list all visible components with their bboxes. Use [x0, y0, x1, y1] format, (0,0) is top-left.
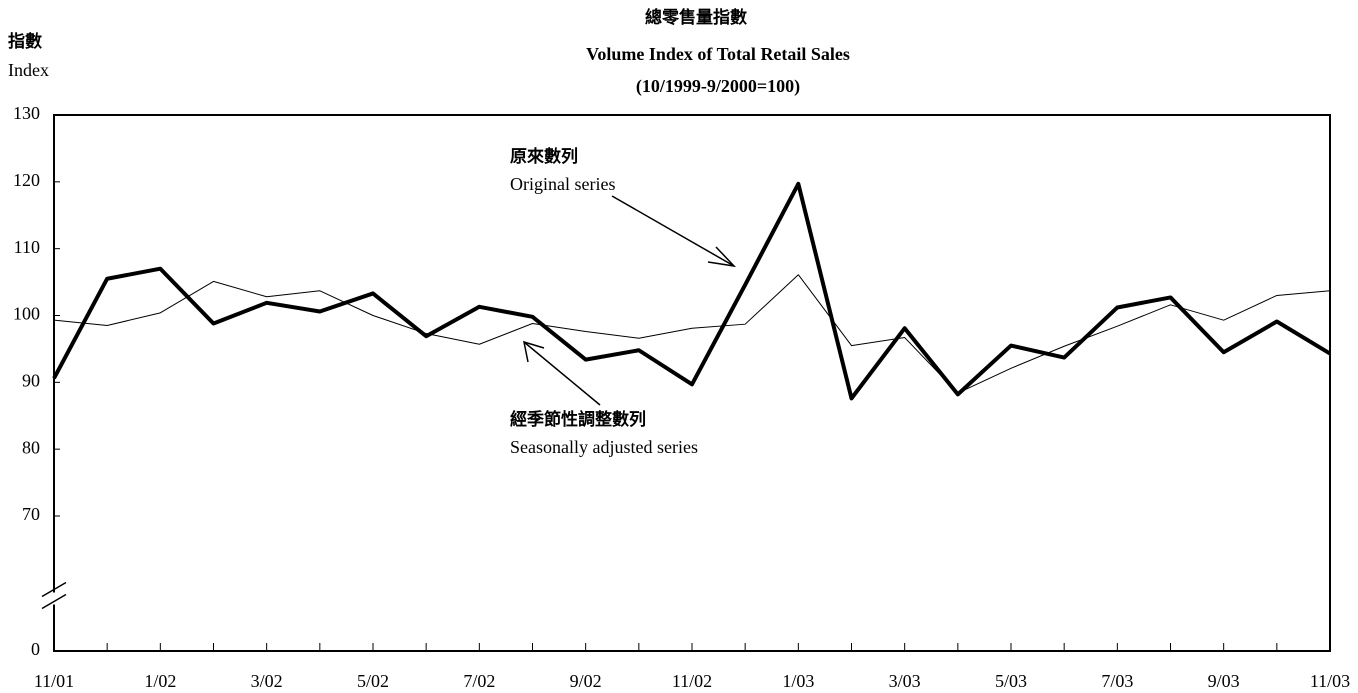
y-tick-label: 110: [14, 237, 40, 257]
annotation-arrow: [611, 195, 735, 267]
x-tick-label: 1/02: [144, 671, 176, 691]
arrow-head: [523, 340, 545, 363]
arrow-head: [707, 246, 737, 268]
y-axis-label: Index: [8, 60, 49, 80]
x-tick-label: 9/03: [1208, 671, 1240, 691]
chart-subtitle: (10/1999-9/2000=100): [636, 76, 800, 97]
chart-subtitle: Volume Index of Total Retail Sales: [586, 44, 850, 64]
axis-break: [41, 581, 67, 598]
chart-title: 總零售量指數: [645, 7, 747, 28]
y-tick-label: 100: [13, 304, 40, 324]
x-tick-label: 1/03: [782, 671, 814, 691]
annotation: 經季節性調整數列: [510, 409, 646, 430]
x-tick-label: 5/03: [995, 671, 1027, 691]
series-line: [53, 274, 1331, 394]
x-tick-label: 9/02: [570, 671, 602, 691]
x-tick-label: 7/02: [463, 671, 495, 691]
y-tick-label: 80: [22, 437, 40, 457]
y-axis-label: 指數: [8, 31, 42, 52]
series-line: [52, 181, 1332, 401]
annotation: Original series: [510, 174, 615, 194]
annotation-arrow: [523, 341, 601, 406]
annotation: Seasonally adjusted series: [510, 437, 698, 457]
x-tick-label: 11/03: [1310, 671, 1350, 691]
axis-break-gap: [40, 592, 68, 605]
y-tick-label: 70: [22, 504, 40, 524]
y-tick-label: 0: [31, 639, 40, 659]
x-tick-label: 5/02: [357, 671, 389, 691]
x-tick-label: 7/03: [1101, 671, 1133, 691]
x-tick-label: 3/03: [889, 671, 921, 691]
x-tick-label: 11/01: [34, 671, 74, 691]
y-tick-label: 120: [13, 170, 40, 190]
y-tick-label: 90: [22, 370, 40, 390]
axis-break: [41, 593, 67, 610]
annotation: 原來數列: [510, 146, 578, 167]
x-tick-label: 3/02: [251, 671, 283, 691]
y-tick-label: 130: [13, 103, 40, 123]
x-tick-label: 11/02: [672, 671, 712, 691]
